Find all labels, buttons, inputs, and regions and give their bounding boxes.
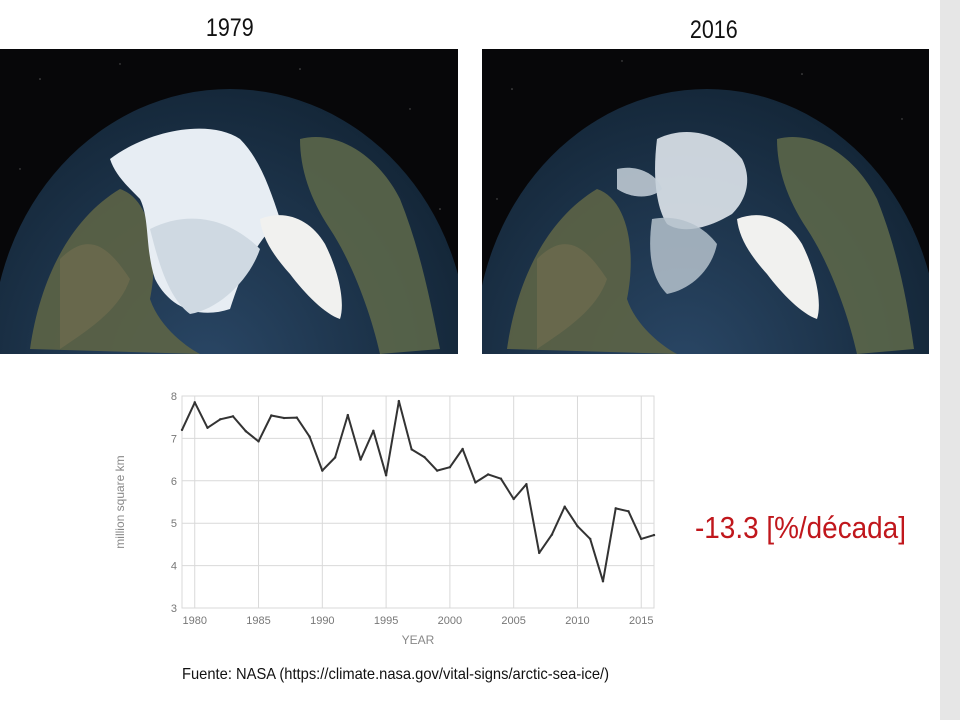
x-tick-label: 2005 <box>501 615 525 627</box>
data-point <box>576 524 579 528</box>
y-tick-labels: 3 4 5 6 7 8 <box>171 391 177 615</box>
x-tick-label: 1995 <box>374 615 398 627</box>
x-tick-label: 2010 <box>565 615 589 627</box>
data-point <box>601 580 605 583</box>
arctic-image-2016 <box>482 49 929 354</box>
x-tick-label: 2000 <box>438 615 462 627</box>
data-point <box>282 416 286 420</box>
data-point <box>423 455 426 459</box>
x-tick-label: 1990 <box>310 615 334 627</box>
x-tick-label: 1980 <box>183 615 207 627</box>
y-tick-label: 6 <box>171 476 177 488</box>
trend-label: -13.3 [%/década] <box>695 510 906 545</box>
y-tick-label: 4 <box>171 561 177 573</box>
year-label-2016: 2016 <box>689 16 738 44</box>
x-axis-label: YEAR <box>402 633 435 647</box>
data-point <box>563 505 566 508</box>
data-point <box>410 448 413 451</box>
y-tick-label: 3 <box>171 603 177 615</box>
y-tick-label: 8 <box>171 391 177 403</box>
data-point <box>614 507 617 510</box>
y-axis-label: million square km <box>113 455 127 548</box>
data-point <box>346 413 350 417</box>
data-point <box>308 435 311 438</box>
data-point <box>525 482 528 486</box>
data-point <box>180 428 184 432</box>
data-point <box>627 510 630 513</box>
year-label-1979: 1979 <box>205 14 254 42</box>
data-point <box>359 458 362 461</box>
y-tick-label: 5 <box>171 518 177 530</box>
x-tick-label: 2015 <box>629 615 653 627</box>
data-point <box>333 456 337 459</box>
arctic-image-1979 <box>0 49 458 354</box>
data-point <box>270 414 273 417</box>
data-point <box>219 418 222 421</box>
series-layer <box>180 399 656 583</box>
data-point <box>499 477 503 480</box>
y-tick-label: 7 <box>171 433 177 445</box>
data-point <box>461 447 464 451</box>
chart-grid <box>181 395 655 609</box>
data-point <box>244 429 247 433</box>
data-point <box>474 481 477 484</box>
data-point <box>550 533 554 536</box>
data-point <box>193 401 196 404</box>
x-tick-label: 1985 <box>246 615 270 627</box>
data-point <box>448 466 452 469</box>
sea-ice-extent-line <box>181 400 655 583</box>
data-point <box>321 469 324 472</box>
data-point <box>295 416 299 419</box>
right-edge-shade <box>940 0 960 720</box>
globe-illustration-2016 <box>482 60 929 354</box>
x-tick-labels: 1980 1985 1990 1995 2000 2005 2010 2015 <box>183 615 654 627</box>
data-point <box>589 537 592 541</box>
source-citation: Fuente: NASA (https://climate.nasa.gov/v… <box>182 666 610 683</box>
data-point <box>257 440 260 443</box>
data-point <box>537 551 541 555</box>
data-point <box>372 429 375 432</box>
data-point <box>231 415 235 418</box>
data-point <box>486 473 490 476</box>
data-point <box>640 537 643 541</box>
data-point <box>512 497 515 501</box>
data-point <box>384 474 388 477</box>
globe-illustration-1979 <box>0 63 458 354</box>
data-point <box>435 469 439 472</box>
data-point <box>206 426 209 429</box>
data-point <box>397 399 401 403</box>
data-point <box>652 533 656 537</box>
plot-frame <box>181 395 655 609</box>
